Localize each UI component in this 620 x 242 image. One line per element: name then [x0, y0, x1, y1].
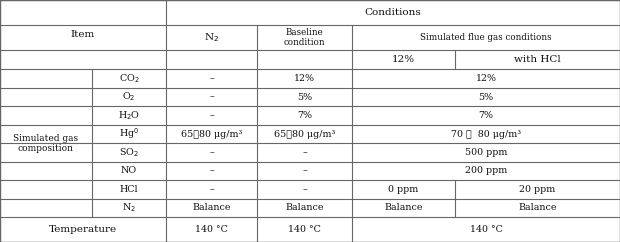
- Text: –: –: [210, 111, 214, 120]
- Text: O$_2$: O$_2$: [122, 91, 136, 103]
- Text: with HCl: with HCl: [514, 55, 561, 64]
- Text: Balance: Balance: [192, 203, 231, 212]
- Text: Balance: Balance: [285, 203, 324, 212]
- Text: 140 °C: 140 °C: [288, 225, 321, 234]
- Text: –: –: [303, 148, 307, 157]
- Text: –: –: [303, 185, 307, 194]
- Text: 140 °C: 140 °C: [469, 225, 503, 234]
- Text: H$_2$O: H$_2$O: [118, 109, 140, 122]
- Text: Temperature: Temperature: [49, 225, 117, 234]
- Text: 20 ppm: 20 ppm: [520, 185, 556, 194]
- Text: Hg$^0$: Hg$^0$: [119, 127, 139, 141]
- Text: 5%: 5%: [297, 93, 312, 102]
- Text: 70 ～  80 μg/m³: 70 ～ 80 μg/m³: [451, 129, 521, 138]
- Text: 140 °C: 140 °C: [195, 225, 228, 234]
- Text: SO$_2$: SO$_2$: [119, 146, 139, 159]
- Text: Simulated gas
composition: Simulated gas composition: [13, 134, 79, 153]
- Text: –: –: [210, 185, 214, 194]
- Text: Item: Item: [71, 30, 95, 39]
- Text: Simulated flue gas conditions: Simulated flue gas conditions: [420, 33, 552, 42]
- Text: 65～80 μg/m³: 65～80 μg/m³: [274, 129, 335, 138]
- Text: N$_2$: N$_2$: [204, 31, 219, 44]
- Text: 5%: 5%: [479, 93, 494, 102]
- Text: CO$_2$: CO$_2$: [118, 72, 140, 85]
- Text: 200 ppm: 200 ppm: [465, 166, 507, 175]
- Text: 12%: 12%: [392, 55, 415, 64]
- Text: Balance: Balance: [518, 203, 557, 212]
- Text: 7%: 7%: [297, 111, 312, 120]
- Text: Balance: Balance: [384, 203, 423, 212]
- Text: Baseline
condition: Baseline condition: [284, 28, 326, 47]
- Text: –: –: [303, 166, 307, 175]
- Text: –: –: [210, 166, 214, 175]
- Text: –: –: [210, 93, 214, 102]
- Text: 500 ppm: 500 ppm: [465, 148, 507, 157]
- Text: 65～80 μg/m³: 65～80 μg/m³: [181, 129, 242, 138]
- Text: 0 ppm: 0 ppm: [389, 185, 419, 194]
- Text: –: –: [210, 74, 214, 83]
- Text: –: –: [210, 148, 214, 157]
- Text: 7%: 7%: [479, 111, 494, 120]
- Text: HCl: HCl: [120, 185, 138, 194]
- Text: NO: NO: [121, 166, 137, 175]
- Text: 12%: 12%: [476, 74, 497, 83]
- Text: Conditions: Conditions: [365, 8, 422, 17]
- Text: 12%: 12%: [294, 74, 315, 83]
- Text: N$_2$: N$_2$: [122, 202, 136, 214]
